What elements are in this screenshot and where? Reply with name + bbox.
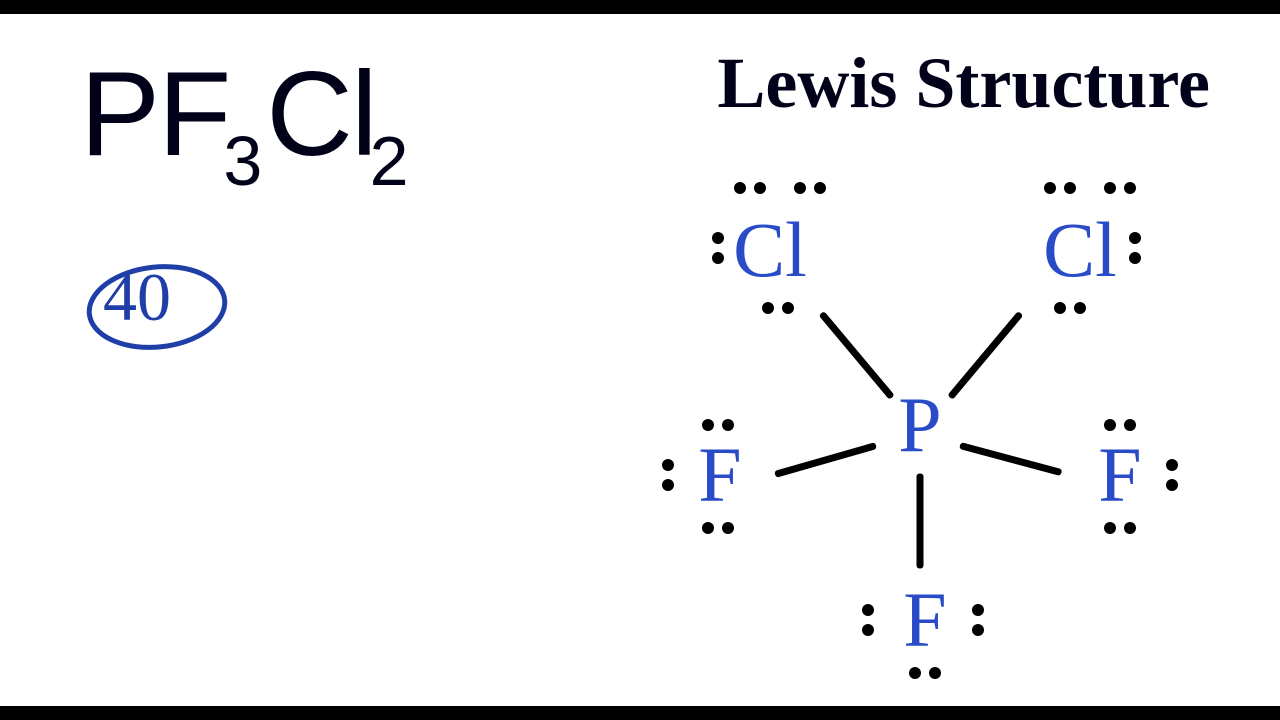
atom-label: Cl <box>733 211 807 289</box>
formula-sub2: 2 <box>370 122 407 200</box>
electron-dot <box>1054 302 1066 314</box>
formula-f: F <box>158 47 229 181</box>
electron-dot <box>1124 522 1136 534</box>
diagram-title: Lewis Structure <box>717 42 1210 125</box>
bond-line <box>819 311 895 400</box>
electron-dot <box>702 419 714 431</box>
bond-line <box>959 442 1062 476</box>
electron-dot <box>862 624 874 636</box>
atom-label: F <box>698 436 741 514</box>
electron-dot <box>814 182 826 194</box>
electron-dot <box>1166 479 1178 491</box>
atom-label: Cl <box>1043 211 1117 289</box>
molecular-formula: PF3Cl2 <box>80 45 413 183</box>
electron-dot <box>1064 182 1076 194</box>
lewis-structure-diagram: P Cl Cl F F F <box>600 140 1250 700</box>
electron-dot <box>1124 419 1136 431</box>
letterbox-top <box>0 0 1280 14</box>
atom-label: F <box>903 581 946 659</box>
electron-dot <box>702 522 714 534</box>
electron-dot <box>929 667 941 679</box>
electron-dot <box>1166 459 1178 471</box>
electron-dot <box>782 302 794 314</box>
electron-dot <box>1129 232 1141 244</box>
formula-p: P <box>80 47 158 181</box>
formula-cl: Cl <box>266 47 375 181</box>
electron-dot <box>712 232 724 244</box>
electron-dot <box>1104 419 1116 431</box>
electron-dot <box>1104 182 1116 194</box>
electron-dot <box>909 667 921 679</box>
electron-dot <box>712 252 724 264</box>
bond-line <box>917 474 924 569</box>
formula-sub1: 3 <box>223 122 260 200</box>
electron-dot <box>972 604 984 616</box>
letterbox-bottom <box>0 706 1280 720</box>
electron-dot <box>794 182 806 194</box>
electron-dot <box>722 522 734 534</box>
electron-dot <box>762 302 774 314</box>
electron-dot <box>734 182 746 194</box>
bond-line <box>774 442 877 478</box>
electron-dot <box>1104 522 1116 534</box>
electron-dot <box>1074 302 1086 314</box>
electron-dot <box>662 459 674 471</box>
electron-count: 40 <box>103 258 171 337</box>
electron-dot <box>972 624 984 636</box>
electron-dot <box>662 479 674 491</box>
atom-label: F <box>1098 436 1141 514</box>
electron-dot <box>1124 182 1136 194</box>
electron-dot <box>862 604 874 616</box>
electron-dot <box>722 419 734 431</box>
atom-label: P <box>898 386 941 464</box>
bond-line <box>947 311 1023 400</box>
electron-dot <box>1129 252 1141 264</box>
electron-dot <box>1044 182 1056 194</box>
electron-dot <box>754 182 766 194</box>
